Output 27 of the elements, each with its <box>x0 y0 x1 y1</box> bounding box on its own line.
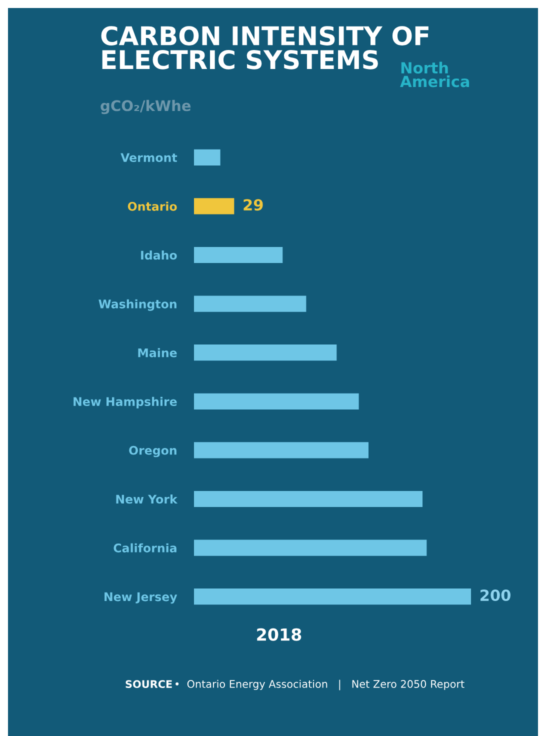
bar <box>194 588 471 605</box>
y-tick-label: Maine <box>138 348 177 358</box>
y-tick-label: Ontario <box>128 202 177 211</box>
bar <box>194 198 234 214</box>
bar <box>194 344 337 361</box>
x-axis-title: 2018 <box>257 628 302 641</box>
text: SOURCE <box>126 680 172 688</box>
y-tick-label: Washington <box>98 299 176 311</box>
y-tick-label: Oregon <box>129 446 176 458</box>
data-label: 200 <box>480 589 510 602</box>
y-tick-label: New York <box>116 494 178 504</box>
y-tick-label: New Jersey <box>104 592 178 604</box>
bar <box>194 149 220 166</box>
bar <box>194 490 423 508</box>
text: • Ontario Energy Association | Net Zero 2050 Report <box>176 680 464 690</box>
bar <box>194 442 369 458</box>
bar <box>194 246 283 264</box>
y-axis-title: gCO₂/kWhe <box>100 100 191 114</box>
data-label: 29 <box>244 199 263 211</box>
bar <box>194 393 359 410</box>
y-tick-label: Vermont <box>120 153 178 162</box>
chart-subtitle: North America <box>400 62 470 88</box>
y-tick-label: California <box>114 543 176 552</box>
bar <box>194 540 427 556</box>
bar <box>194 296 306 312</box>
y-tick-label: New Hampshire <box>74 396 177 408</box>
y-tick-label: Idaho <box>141 250 177 260</box>
